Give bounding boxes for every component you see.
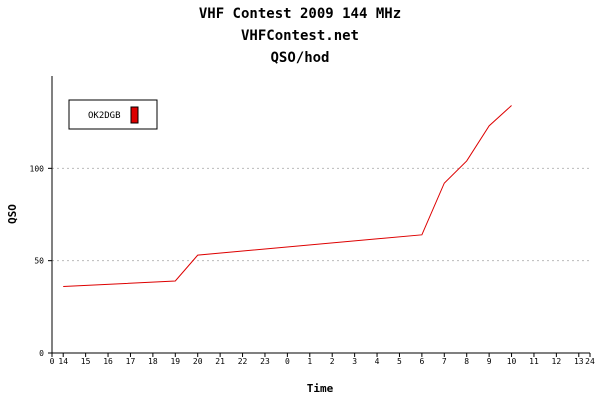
x-tick-label: 12 [552,357,562,366]
x-tick-label: 5 [397,357,402,366]
legend-swatch-ok2dgb [130,106,139,124]
x-tick-label: 3 [352,357,357,366]
x-tick-label: 4 [375,357,380,366]
x-tick-label: 16 [103,357,113,366]
x-axis-label: Time [307,382,334,395]
x-tick-label: 2 [330,357,335,366]
x-tick-label: 11 [529,357,539,366]
y-axis-label: QSO [6,204,19,224]
series-line-ok2dgb [63,105,512,288]
axis-layer [51,76,590,354]
chart-title: VHF Contest 2009 144 MHz [198,6,402,22]
y-tick-label: 0 [39,349,44,358]
x-tick-label: 18 [148,357,158,366]
x-tick-label: 10 [507,357,517,366]
chart-subtitle: VHFContest.net [240,28,359,44]
series-layer [63,105,512,288]
x-tick-label: 1 [307,357,312,366]
x-tick-label: 24 [585,357,595,366]
x-tick-label: 7 [442,357,447,366]
x-tick-label: 15 [81,357,91,366]
x-tick-label: 17 [126,357,136,366]
x-tick-label: 23 [260,357,270,366]
y-tick-label: 100 [30,164,45,173]
x-tick-label: 6 [419,357,424,366]
x-tick-label: 22 [238,357,248,366]
legend: OK2DGB [68,99,158,130]
legend-label-ok2dgb: OK2DGB [88,111,121,121]
chart-metric-label: QSO/hod [270,50,330,66]
x-tick-label: 0 [285,357,290,366]
x-tick-label: 8 [464,357,469,366]
legend-box [68,99,158,130]
grid-layer [52,167,590,262]
x-tick-label: 14 [58,357,68,366]
x-tick-label: 13 [574,357,584,366]
x-tick-label: 0 [50,357,55,366]
x-tick-label: 19 [170,357,180,366]
y-tick-label: 50 [34,257,44,266]
x-tick-label: 21 [215,357,225,366]
x-tick-label: 9 [487,357,492,366]
x-tick-label: 20 [193,357,203,366]
